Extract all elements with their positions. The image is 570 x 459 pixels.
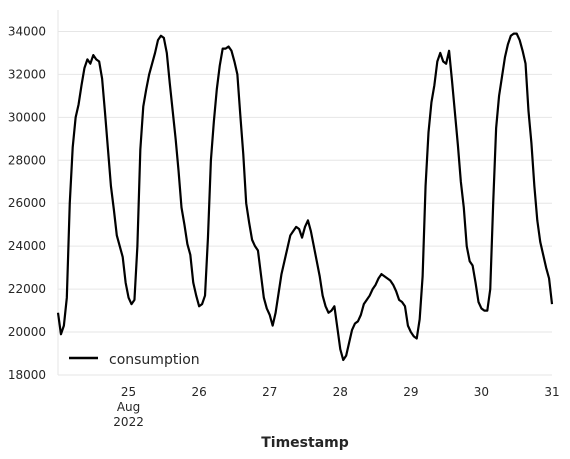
legend-label-consumption: consumption: [109, 352, 200, 368]
legend: consumption: [69, 352, 200, 368]
x-axis-title: Timestamp: [261, 435, 349, 451]
y-tick-label: 34000: [8, 24, 46, 38]
x-tick-label: 26: [192, 385, 207, 399]
x-tick-label: 2022: [113, 415, 144, 429]
x-tick-label: 30: [474, 385, 489, 399]
x-tick-label: 25: [121, 385, 136, 399]
axes: [57, 10, 552, 376]
y-tick-label: 24000: [8, 239, 46, 253]
y-tick-label: 20000: [8, 325, 46, 339]
series-line-consumption: [56, 32, 554, 362]
y-tick-label: 30000: [8, 110, 46, 124]
x-tick-label: 31: [544, 385, 559, 399]
y-tick-label: 28000: [8, 153, 46, 167]
x-tick-label: 28: [333, 385, 348, 399]
y-tick-label: 32000: [8, 67, 46, 81]
y-tick-labels: 18000 20000 22000 24000 26000 28000 30000 32000…: [8, 24, 46, 382]
grid: [58, 30, 552, 376]
x-tick-label: 27: [262, 385, 277, 399]
x-tick-label: Aug: [117, 400, 140, 414]
x-tick-label: 29: [403, 385, 418, 399]
series: [56, 32, 554, 362]
y-tick-label: 18000: [8, 368, 46, 382]
y-tick-label: 22000: [8, 282, 46, 296]
y-tick-label: 26000: [8, 196, 46, 210]
